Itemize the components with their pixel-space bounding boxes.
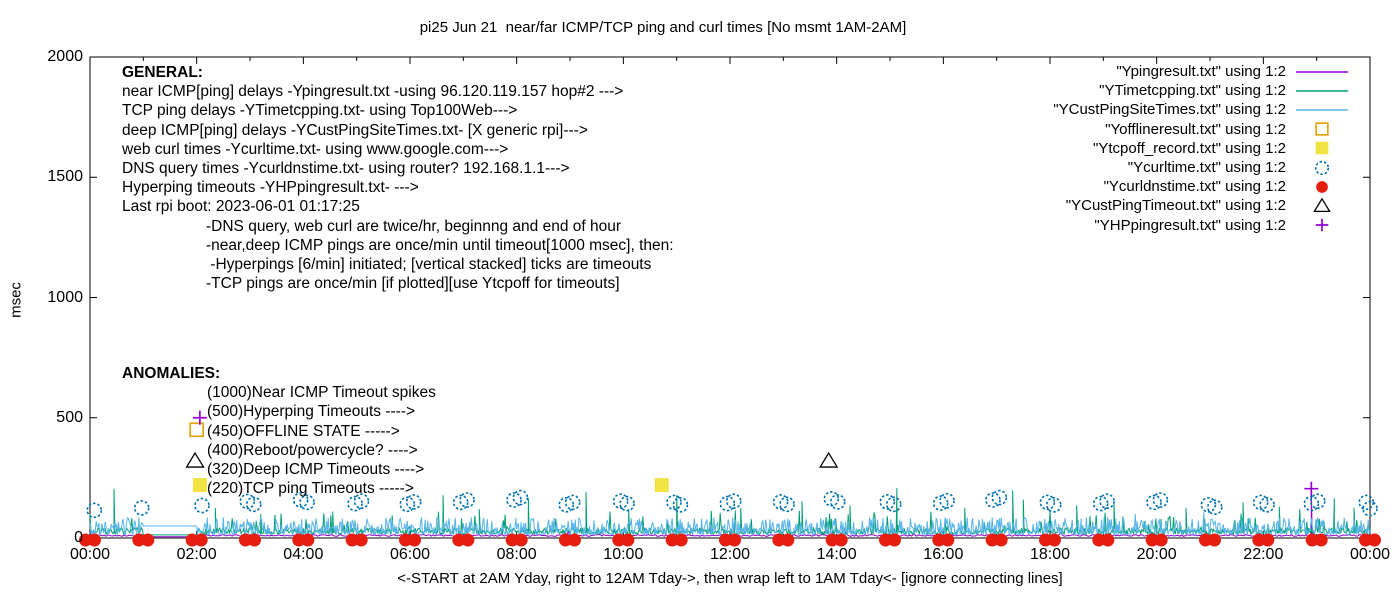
anomaly-line: (220)TCP ping Timeouts -----> [207,480,414,498]
series-Ycurltime [86,489,1378,519]
series-YCustPingSiteTimes [89,512,1371,537]
legend-swatch-filled-square [1315,142,1329,155]
legend-swatch-plus [1315,218,1329,232]
legend-label: "YHPpingresult.txt" using 1:2 [1094,216,1286,234]
general-line: near ICMP[ping] delays -Ypingresult.txt … [122,83,624,101]
y-tick-label: 1500 [47,168,83,186]
legend-swatch-line [1296,109,1348,111]
series-Ycurldnstime [79,533,1381,547]
legend-entry-YCustPingTimeout: "YCustPingTimeout.txt" using 1:2 [1053,196,1350,215]
general-line: deep ICMP[ping] delays -YCustPingSiteTim… [122,121,588,139]
legend-label: "Ycurldnstime.txt" using 1:2 [1103,178,1286,196]
legend-entry-Ypingresult: "Ypingresult.txt" using 1:2 [1053,62,1350,81]
x-tick-label: 14:00 [816,546,857,563]
legend-label: "YCustPingSiteTimes.txt" using 1:2 [1053,101,1286,119]
anomaly-line: (450)OFFLINE STATE -----> [207,422,400,440]
general-line: Last rpi boot: 2023-06-01 01:17:25 [122,198,360,216]
legend-swatch-filled-circle [1316,180,1328,193]
legend-entry-Yofflineresult: "Yofflineresult.txt" using 1:2 [1053,120,1350,139]
series-Yofflineresult [189,422,204,438]
general-line: -TCP pings are once/min [if plotted][use… [206,275,620,293]
legend-entry-Ytcpoff_record: "Ytcpoff_record.txt" using 1:2 [1053,139,1350,158]
series-YHPpingresult [192,410,1319,496]
anomalies-heading: ANOMALIES: [122,365,221,382]
x-tick-label: 00:00 [69,546,111,563]
general-line: TCP ping delays -YTimetcpping.txt- using… [122,102,518,120]
x-tick-label: 22:00 [1243,546,1284,563]
legend-swatch-line [1296,90,1348,92]
general-line: -Hyperpings [6/min] initiated; [vertical… [206,256,652,274]
x-tick-label: 10:00 [603,546,644,563]
anomaly-line: (1000)Near ICMP Timeout spikes [207,384,436,402]
y-tick-label: 1000 [47,288,83,306]
anomaly-line: (500)Hyperping Timeouts ----> [207,403,416,421]
anomalies-notes-block: ANOMALIES: (1000)Near ICMP Timeout spikes… [122,364,436,498]
x-tick-label: 18:00 [1029,546,1071,563]
general-line: DNS query times -Ycurldnstime.txt- using… [122,160,570,178]
legend-swatch-open-square [1315,122,1329,136]
anomaly-line: (320)Deep ICMP Timeouts ----> [207,461,425,479]
x-tick-label: 08:00 [496,546,537,563]
x-tick-label: 00:00 [1349,546,1391,563]
y-tick-label: 2000 [47,48,83,65]
legend-label: "YCustPingTimeout.txt" using 1:2 [1065,197,1286,215]
x-tick-label: 06:00 [389,546,431,563]
general-line: Hyperping timeouts -YHPpingresult.txt- -… [122,179,419,197]
legend-entry-YCustPingSiteTimes: "YCustPingSiteTimes.txt" using 1:2 [1053,100,1350,119]
x-axis-label: <-START at 2AM Yday, right to 12AM Tday-… [397,570,1063,587]
x-tick-label: 20:00 [1136,546,1177,563]
x-tick-label: 16:00 [923,546,964,563]
general-line: -DNS query, web curl are twice/hr, begin… [206,217,622,235]
general-heading: GENERAL: [122,64,203,81]
legend-label: "Yofflineresult.txt" using 1:2 [1105,120,1286,138]
legend-entry-YHPpingresult: "YHPpingresult.txt" using 1:2 [1053,216,1350,235]
legend-label: "YTimetcpping.txt" using 1:2 [1099,82,1286,100]
legend-entry-Ycurldnstime: "Ycurldnstime.txt" using 1:2 [1053,177,1350,196]
chart-title: pi25 Jun 21 near/far ICMP/TCP ping and c… [419,19,907,36]
legend-entry-YTimetcpping: "YTimetcpping.txt" using 1:2 [1053,81,1350,100]
y-tick-label: 500 [56,408,83,426]
legend: "Ypingresult.txt" using 1:2 "YTimetcpping… [1053,62,1350,235]
x-tick-label: 02:00 [176,546,217,563]
general-line: web curl times -Ycurltime.txt- using www… [122,140,509,158]
legend-label: "Ypingresult.txt" using 1:2 [1116,63,1286,81]
general-line: -near,deep ICMP pings are once/min until… [206,236,674,254]
series-YCustPingTimeout [185,451,839,468]
series-Ytcpoff_record [192,478,669,493]
legend-swatch-open-circle [1314,160,1330,175]
legend-swatch-line [1296,70,1348,73]
legend-label: "Ytcpoff_record.txt" using 1:2 [1093,139,1286,157]
legend-entry-Ycurltime: "Ycurltime.txt" using 1:2 [1053,158,1350,177]
anomaly-line: (400)Reboot/powercycle? ----> [207,441,418,459]
legend-label: "Ycurltime.txt" using 1:2 [1127,159,1286,177]
y-tick-label: 0 [74,529,83,546]
legend-swatch-open-triangle [1313,197,1331,212]
x-tick-label: 04:00 [283,546,324,563]
general-notes-block: GENERAL: near ICMP[ping] delays -Ypingres… [122,63,674,293]
x-tick-label: 12:00 [709,546,751,563]
